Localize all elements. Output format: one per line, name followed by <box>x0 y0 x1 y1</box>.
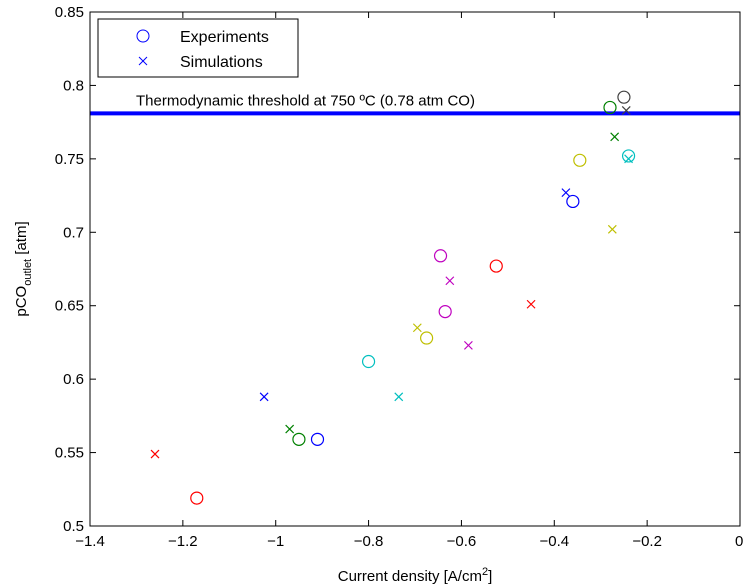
experiment-point <box>433 249 448 263</box>
x-axis-ticks: −1.4 −1.2 −1 −0.8 −0.6 −0.4 −0.2 0 <box>75 12 743 550</box>
experiment-point <box>489 259 503 273</box>
simulation-point <box>259 392 269 402</box>
y-axis-title: pCOoutlet [atm] <box>13 221 34 316</box>
x-tick-label: −1.4 <box>75 533 105 550</box>
simulation-point <box>150 449 160 459</box>
simulation-point <box>285 424 295 434</box>
experiment-point <box>603 100 617 115</box>
simulation-point <box>463 340 473 350</box>
threshold-group: Thermodynamic threshold at 750 ºC (0.78 … <box>90 92 740 116</box>
x-tick-label: −0.2 <box>632 533 662 550</box>
experiment-point <box>566 194 580 209</box>
experiment-point <box>438 304 452 319</box>
x-tick-label: −0.6 <box>447 533 477 550</box>
experiment-point <box>310 432 325 446</box>
simulation-point <box>526 299 536 309</box>
y-tick-label: 0.55 <box>55 445 84 462</box>
experiment-point <box>190 491 204 505</box>
experiment-point <box>292 432 306 446</box>
data-markers <box>150 90 636 505</box>
y-tick-label: 0.7 <box>63 224 84 241</box>
simulation-point <box>394 392 404 402</box>
y-tick-label: 0.8 <box>63 77 84 94</box>
threshold-label: Thermodynamic threshold at 750 ºC (0.78 … <box>136 92 475 109</box>
legend-experiments-label: Experiments <box>180 29 269 46</box>
x-tick-label: 0 <box>735 533 743 550</box>
simulation-point <box>412 323 422 333</box>
simulation-point <box>621 105 631 115</box>
y-tick-label: 0.65 <box>55 298 84 315</box>
simulation-point <box>561 188 571 198</box>
plot-area-background <box>90 12 740 526</box>
y-tick-label: 0.85 <box>55 4 84 21</box>
x-tick-label: −0.8 <box>354 533 384 550</box>
experiment-point <box>617 90 631 104</box>
y-tick-label: 0.5 <box>63 518 84 535</box>
legend-simulations-marker <box>138 56 148 66</box>
simulation-point <box>624 154 633 164</box>
legend-experiments-marker <box>136 29 150 43</box>
legend: Experiments Simulations <box>97 18 299 78</box>
plot-frame <box>89 11 741 527</box>
experiment-point <box>420 331 434 345</box>
x-tick-label: −1.2 <box>168 533 198 550</box>
legend-box <box>97 18 299 78</box>
x-tick-label: −0.4 <box>539 533 569 550</box>
experiment-point <box>621 149 636 163</box>
simulation-point <box>445 276 455 286</box>
experiment-point <box>573 153 587 167</box>
legend-simulations-label: Simulations <box>180 54 263 71</box>
experiment-point <box>361 354 376 369</box>
x-tick-label: −1 <box>267 533 284 550</box>
y-tick-label: 0.6 <box>63 371 84 388</box>
simulation-point <box>607 224 617 234</box>
x-axis-title: Current density [A/cm2] <box>338 566 493 585</box>
y-axis-ticks: 0.5 0.55 0.6 0.65 0.7 0.75 0.8 0.85 <box>55 4 740 535</box>
y-tick-label: 0.75 <box>55 151 84 168</box>
simulation-point <box>610 132 620 142</box>
